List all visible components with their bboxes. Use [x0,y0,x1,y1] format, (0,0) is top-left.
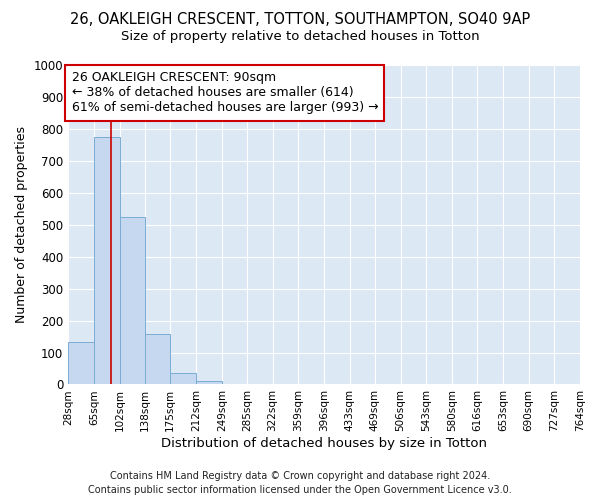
Text: 26, OAKLEIGH CRESCENT, TOTTON, SOUTHAMPTON, SO40 9AP: 26, OAKLEIGH CRESCENT, TOTTON, SOUTHAMPT… [70,12,530,28]
X-axis label: Distribution of detached houses by size in Totton: Distribution of detached houses by size … [161,437,487,450]
Bar [94,137,119,384]
Bar [119,218,145,384]
Bar [170,372,196,384]
Bar [196,380,222,384]
Text: Contains HM Land Registry data © Crown copyright and database right 2024.
Contai: Contains HM Land Registry data © Crown c… [88,471,512,495]
Bar [68,342,94,384]
Bar [145,334,170,384]
Text: Size of property relative to detached houses in Totton: Size of property relative to detached ho… [121,30,479,43]
Text: 26 OAKLEIGH CRESCENT: 90sqm
← 38% of detached houses are smaller (614)
61% of se: 26 OAKLEIGH CRESCENT: 90sqm ← 38% of det… [71,72,378,114]
Y-axis label: Number of detached properties: Number of detached properties [15,126,28,323]
